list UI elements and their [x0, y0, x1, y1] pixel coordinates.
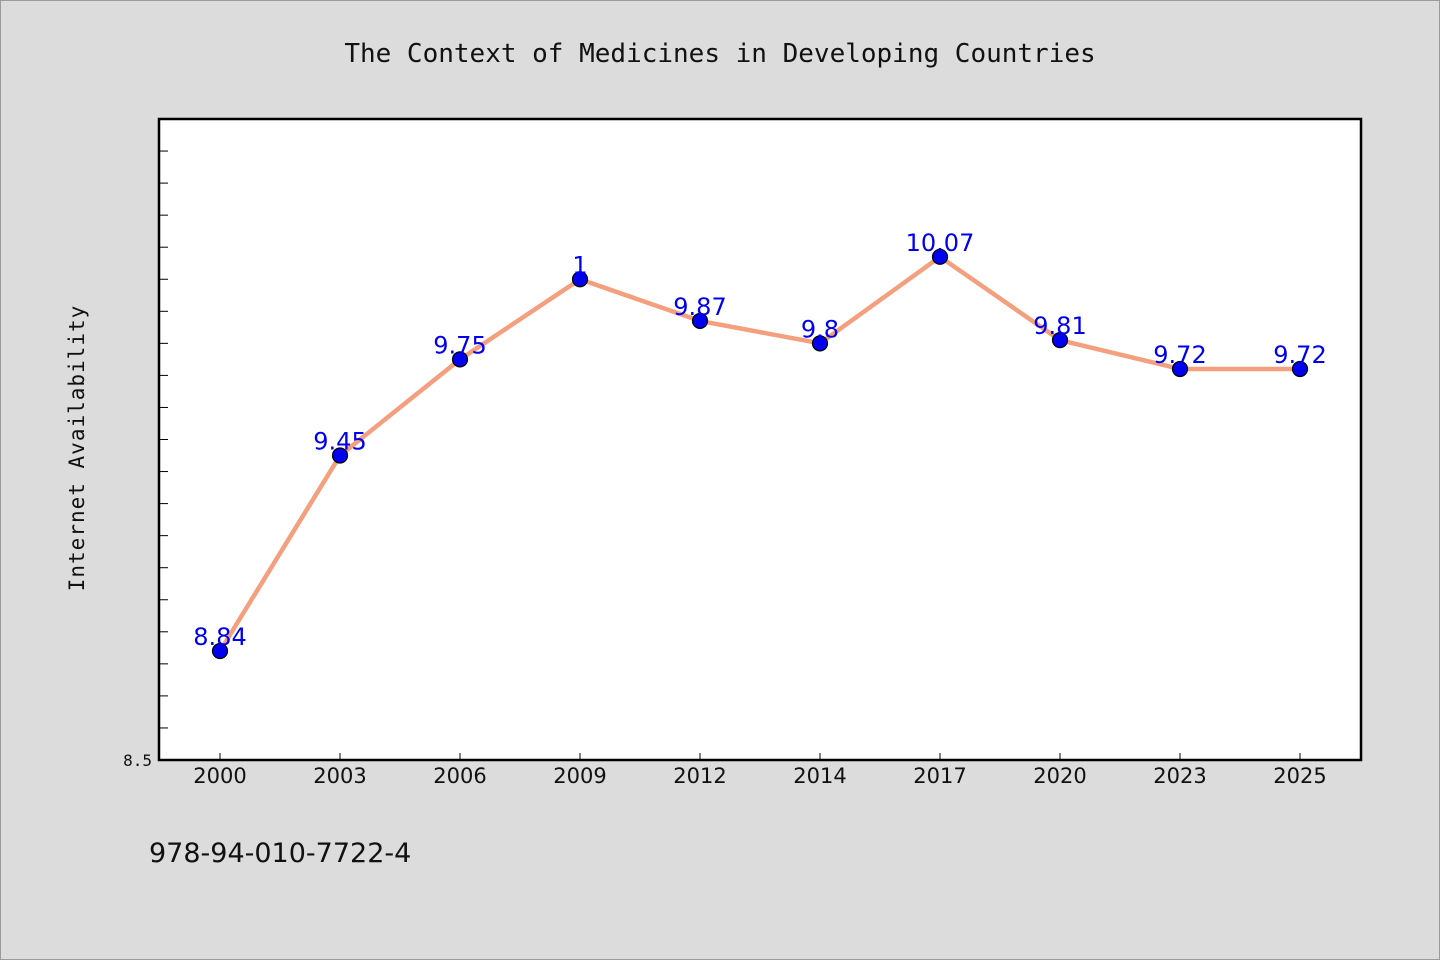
y-tick-label-min: 8.5	[123, 751, 152, 770]
data-label: 9.8	[801, 315, 839, 343]
data-point	[211, 642, 229, 660]
y-axis-label: Internet Availability	[65, 305, 89, 592]
data-label: 9.81	[1033, 312, 1086, 340]
data-label: 9.72	[1273, 341, 1326, 369]
data-label: 9.45	[313, 428, 366, 456]
data-point	[331, 447, 349, 464]
x-tick-label: 2023	[1153, 764, 1206, 788]
x-tick-label: 2014	[793, 764, 846, 788]
series-group: 8.84 9.45 9.75 1 9.87 9.8 10.07 9.81 9.72 9.72	[193, 229, 1327, 660]
data-label: 9.75	[433, 331, 486, 359]
data-label: 10.07	[906, 229, 975, 257]
data-label: 9.87	[673, 293, 726, 321]
x-tick-label: 2020	[1033, 764, 1086, 788]
data-point	[691, 312, 709, 330]
data-point	[1171, 360, 1189, 378]
data-label: 1	[572, 251, 587, 279]
x-tick-label: 2012	[673, 764, 726, 788]
data-point	[571, 271, 589, 288]
x-tick-label: 2006	[433, 764, 486, 788]
data-point	[1291, 360, 1309, 378]
chart-title: The Context of Medicines in Developing C…	[344, 39, 1095, 69]
data-point	[451, 351, 469, 368]
data-label: 9.72	[1153, 341, 1206, 369]
data-point	[1051, 332, 1069, 349]
x-tick-label: 2017	[913, 764, 966, 788]
x-tick-label: 2000	[193, 764, 246, 788]
data-point	[811, 335, 829, 352]
x-tick-label: 2003	[313, 764, 366, 788]
footer-isbn: 978-94-010-7722-4	[149, 838, 411, 869]
data-label: 8.84	[193, 623, 246, 651]
data-point	[931, 248, 949, 265]
y-axis-ticks	[159, 118, 168, 761]
x-tick-label: 2025	[1273, 764, 1326, 788]
series-line	[217, 254, 1303, 654]
x-axis-ticks: 2000 2003 2006 2009 2012 2014 2017 2020 2023 2025	[193, 753, 1327, 788]
x-tick-label: 2009	[553, 764, 606, 788]
